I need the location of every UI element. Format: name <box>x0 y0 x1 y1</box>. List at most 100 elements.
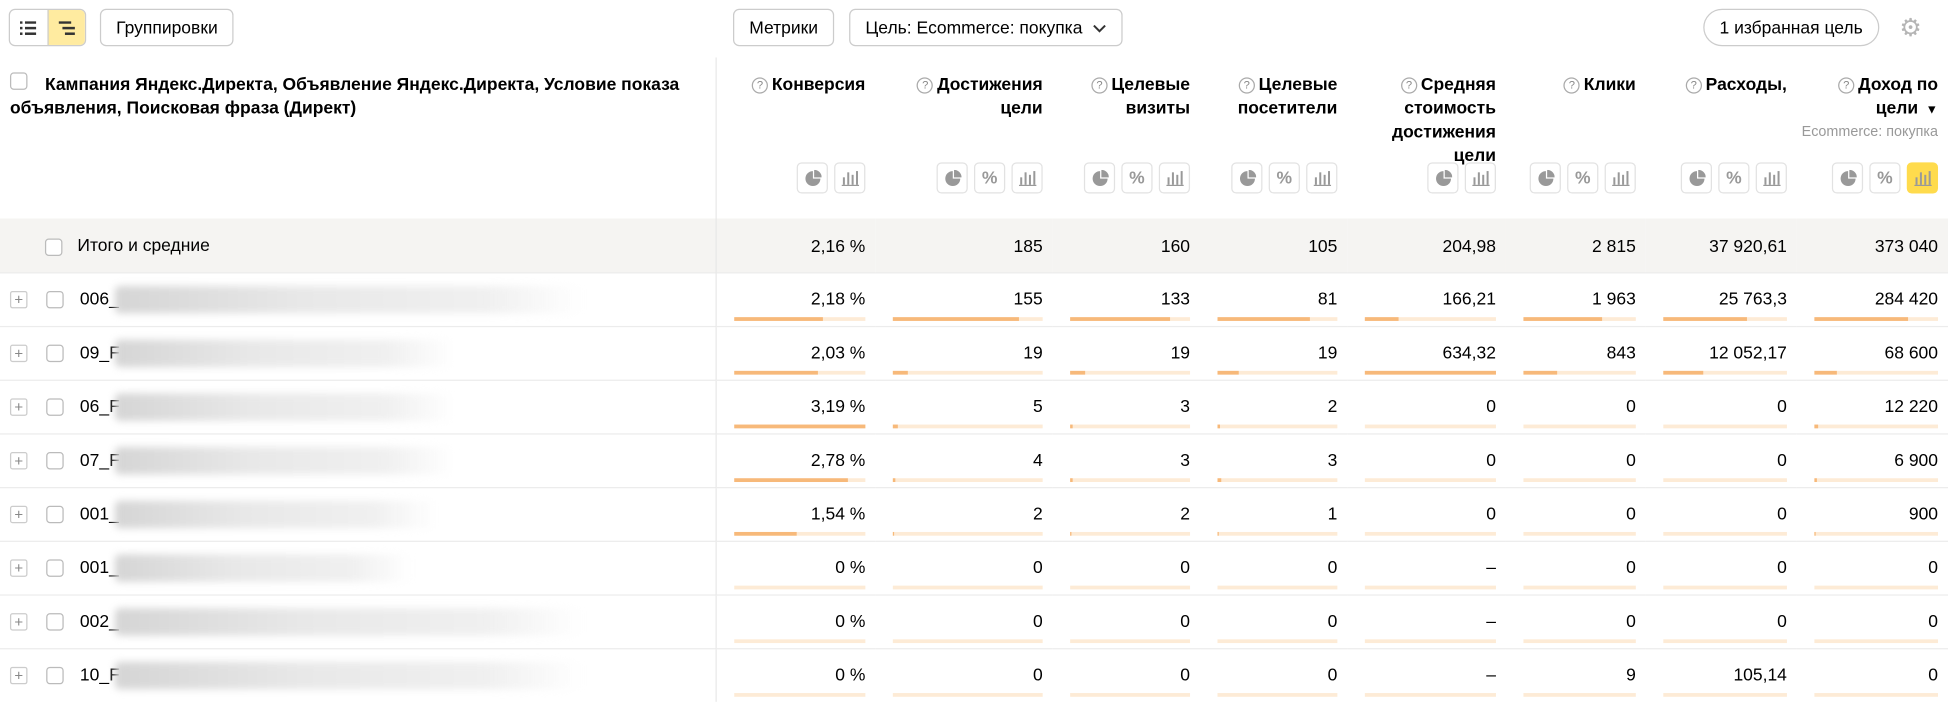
metric-cell: 3 <box>1200 433 1348 488</box>
sort-desc-icon[interactable]: ▼ <box>1925 103 1939 118</box>
metric-value: 19 <box>1170 342 1191 363</box>
goal-select[interactable]: Цель: Ecommerce: покупка <box>849 8 1123 47</box>
help-icon[interactable]: ? <box>1400 77 1418 94</box>
pie-icon[interactable] <box>1529 162 1561 194</box>
tree-view-icon[interactable] <box>46 9 85 45</box>
percent-icon[interactable]: % <box>1268 162 1300 194</box>
groupings-button[interactable]: Группировки <box>99 8 234 47</box>
share-bar-fill <box>1364 370 1496 375</box>
expand-icon[interactable]: + <box>9 398 28 416</box>
help-icon[interactable]: ? <box>917 77 934 94</box>
bars-icon[interactable] <box>1906 162 1939 194</box>
share-bar <box>1663 370 1787 375</box>
bars-icon[interactable] <box>1158 162 1191 194</box>
share-bar <box>1663 478 1787 483</box>
expand-icon[interactable]: + <box>9 613 28 631</box>
select-all-checkbox[interactable] <box>9 72 28 90</box>
percent-icon[interactable]: % <box>1567 162 1599 194</box>
row-checkbox[interactable] <box>46 505 64 524</box>
metrics-button[interactable]: Метрики <box>732 8 835 47</box>
column-header[interactable]: ? Клики% <box>1505 57 1646 219</box>
column-header[interactable]: ? Средняя стоимость достижения цели <box>1347 57 1506 219</box>
share-bar-fill <box>892 370 908 375</box>
row-checkbox[interactable] <box>46 452 64 470</box>
column-header-content: ? Достижения цели% <box>875 57 1052 203</box>
row-checkbox[interactable] <box>46 398 64 416</box>
totals-value: 105 <box>1200 218 1348 273</box>
metric-value: – <box>1486 556 1496 577</box>
help-icon[interactable]: ? <box>751 77 769 94</box>
bars-icon[interactable] <box>1755 162 1787 194</box>
row-checkbox[interactable] <box>46 613 64 631</box>
row-label: 10_F <box>79 664 120 685</box>
expand-icon[interactable]: + <box>9 344 28 363</box>
help-icon[interactable]: ? <box>1838 77 1855 94</box>
table-row[interactable]: +06_F 3,19 % 5 3 2 0 0 0 12 220 <box>0 379 1949 434</box>
metric-cell: 2 <box>1052 487 1201 542</box>
column-header[interactable]: ? Доход по цели ▼ Ecommerce: покупка% <box>1796 57 1949 219</box>
row-checkbox[interactable] <box>46 290 64 309</box>
pie-icon[interactable] <box>1083 162 1116 194</box>
column-header[interactable]: ? Целевые посетители% <box>1200 57 1348 219</box>
help-icon[interactable]: ? <box>1563 77 1581 94</box>
table-row[interactable]: +002_ 0 % 0 0 0 – 0 0 0 <box>0 594 1949 649</box>
percent-icon[interactable]: % <box>1869 162 1901 194</box>
table-row[interactable]: +001_ 0 % 0 0 0 – 0 0 0 <box>0 540 1949 596</box>
column-header-label: Конверсия <box>771 73 866 94</box>
row-checkbox[interactable] <box>46 344 64 363</box>
bars-icon[interactable] <box>1306 162 1338 194</box>
report-table: Кампания Яндекс.Директа, Объявление Янде… <box>0 57 1949 702</box>
table-row[interactable]: +001_ 1,54 % 2 2 1 0 0 0 900 <box>0 487 1949 542</box>
list-view-icon[interactable] <box>10 10 47 45</box>
help-icon[interactable]: ? <box>1238 77 1255 94</box>
bars-icon[interactable] <box>1011 162 1043 194</box>
help-icon[interactable]: ? <box>1091 77 1108 94</box>
column-header[interactable]: ? Расходы,% <box>1645 57 1797 219</box>
column-header-content: ? Целевые посетители% <box>1200 57 1347 203</box>
favorite-goals-button[interactable]: 1 избранная цель <box>1703 8 1879 47</box>
share-bar-fill <box>733 478 849 483</box>
row-checkbox[interactable] <box>46 666 64 685</box>
pie-icon[interactable] <box>1231 162 1263 194</box>
column-header[interactable]: ? Достижения цели% <box>875 57 1053 219</box>
pie-icon[interactable] <box>1680 162 1712 194</box>
row-label: 06_F <box>79 395 120 416</box>
expand-icon[interactable]: + <box>9 505 28 524</box>
table-row[interactable]: +07_F 2,78 % 4 3 3 0 0 0 6 900 <box>0 433 1949 488</box>
share-bar <box>1523 693 1636 697</box>
table-row[interactable]: +10_F 0 % 0 0 0 – 9 105,14 0 <box>0 648 1949 702</box>
column-view-icons: % <box>1231 162 1338 194</box>
gear-icon[interactable]: ⚙ <box>1899 14 1922 43</box>
percent-icon[interactable]: % <box>1718 162 1750 194</box>
pie-icon[interactable] <box>1831 162 1864 194</box>
column-header-label: Целевые визиты <box>1111 73 1191 118</box>
table-row[interactable]: +006_ 2,18 % 155 133 81 166,21 1 963 25 763,3 28… <box>0 272 1949 327</box>
column-header-content: ? Клики% <box>1506 57 1646 203</box>
expand-icon[interactable]: + <box>9 666 28 685</box>
metric-value: 0 <box>1327 556 1338 577</box>
totals-checkbox[interactable] <box>44 238 63 256</box>
share-bar <box>892 370 1043 375</box>
column-header[interactable]: ? Конверсия <box>715 57 876 219</box>
bars-icon[interactable] <box>1604 162 1636 194</box>
percent-icon[interactable]: % <box>974 162 1006 194</box>
bars-icon[interactable] <box>834 162 866 194</box>
table-row[interactable]: +09_F 2,03 % 19 19 19 634,32 843 12 052,17 68 60… <box>0 325 1949 381</box>
totals-value: 185 <box>875 218 1053 273</box>
totals-label: Итого и средние <box>77 235 210 256</box>
pie-icon[interactable] <box>936 162 968 194</box>
redacted-text <box>114 661 582 690</box>
totals-value: 37 920,61 <box>1645 218 1797 273</box>
help-icon[interactable]: ? <box>1685 77 1702 94</box>
percent-icon[interactable]: % <box>1121 162 1153 194</box>
column-header[interactable]: ? Целевые визиты% <box>1052 57 1201 219</box>
pie-icon[interactable] <box>1427 162 1459 194</box>
bars-icon[interactable] <box>1464 162 1496 194</box>
pie-icon[interactable] <box>796 162 828 194</box>
expand-icon[interactable]: + <box>9 290 28 309</box>
expand-icon[interactable]: + <box>9 452 28 470</box>
share-bar-fill <box>1070 531 1072 536</box>
expand-icon[interactable]: + <box>9 559 28 577</box>
row-checkbox[interactable] <box>46 559 64 577</box>
row-name-cell: +002_ <box>0 594 717 649</box>
